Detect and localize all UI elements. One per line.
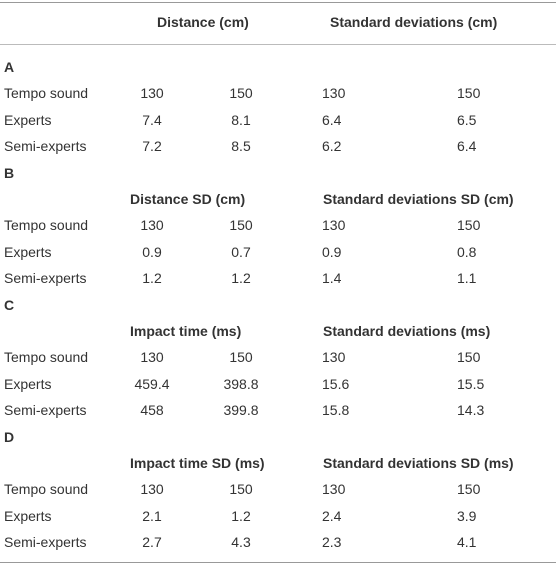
section-header: Standard deviations (ms) xyxy=(323,323,491,339)
section-header: Standard deviations SD (cm) xyxy=(323,191,514,207)
cell: 0.9 xyxy=(322,243,342,260)
cell: 130 xyxy=(140,349,164,366)
cell: 6.4 xyxy=(322,111,342,128)
cell: 8.5 xyxy=(231,138,251,155)
cell: 7.4 xyxy=(142,111,162,128)
cell: 0.9 xyxy=(142,243,162,260)
cell: 6.4 xyxy=(457,138,477,155)
cell: 150 xyxy=(457,481,481,498)
row-label: Tempo sound xyxy=(4,481,89,498)
cell: 130 xyxy=(140,481,164,498)
cell: 2.7 xyxy=(142,534,162,551)
bottom-rule xyxy=(0,562,556,563)
cell: 1.2 xyxy=(142,270,162,287)
section-label: D xyxy=(4,428,15,445)
cell: 150 xyxy=(229,217,253,234)
cell: 399.8 xyxy=(223,402,259,419)
section-label: B xyxy=(4,164,15,181)
section-header: Distance SD (cm) xyxy=(130,191,246,207)
cell: 15.6 xyxy=(322,375,350,392)
row-label: Experts xyxy=(4,111,52,128)
cell: 1.2 xyxy=(231,270,251,287)
cell: 2.4 xyxy=(322,507,342,524)
cell: 130 xyxy=(322,217,346,234)
cell: 4.3 xyxy=(231,534,251,551)
cell: 459.4 xyxy=(134,375,170,392)
row-label: Experts xyxy=(4,375,52,392)
cell: 6.2 xyxy=(322,138,342,155)
row-label: Semi-experts xyxy=(4,534,87,551)
section-label: A xyxy=(4,59,15,75)
cell: 15.5 xyxy=(457,375,485,392)
row-label: Tempo sound xyxy=(4,217,89,234)
cell: 150 xyxy=(229,349,253,366)
cell: 130 xyxy=(322,349,346,366)
cell: 1.2 xyxy=(231,507,251,524)
cell: 130 xyxy=(322,481,346,498)
section-header: Impact time SD (ms) xyxy=(130,455,265,471)
header-rule xyxy=(0,44,556,45)
section-label: C xyxy=(4,296,15,313)
cell: 8.1 xyxy=(231,111,251,128)
row-label: Experts xyxy=(4,243,52,260)
row-label: Semi-experts xyxy=(4,270,87,287)
cell: 130 xyxy=(140,217,164,234)
cell: 2.3 xyxy=(322,534,342,551)
cell: 130 xyxy=(322,85,346,102)
cell: 150 xyxy=(457,85,481,102)
cell: 1.1 xyxy=(457,270,477,287)
cell: 458 xyxy=(140,402,164,419)
row-label: Tempo sound xyxy=(4,349,89,366)
cell: 14.3 xyxy=(457,402,485,419)
top-rule xyxy=(0,2,556,3)
cell: 398.8 xyxy=(223,375,259,392)
row-label: Tempo sound xyxy=(4,85,89,102)
cell: 15.8 xyxy=(322,402,350,419)
cell: 6.5 xyxy=(457,111,477,128)
cell: 2.1 xyxy=(142,507,162,524)
section-header: Standard deviations SD (ms) xyxy=(323,455,514,471)
cell: 0.8 xyxy=(457,243,477,260)
row-label: Semi-experts xyxy=(4,138,87,155)
section-header: Impact time (ms) xyxy=(130,323,242,339)
cell: 4.1 xyxy=(457,534,477,551)
cell: 150 xyxy=(229,481,253,498)
column-header: Distance (cm) xyxy=(157,14,249,30)
cell: 150 xyxy=(457,349,481,366)
column-header: Standard deviations (cm) xyxy=(330,14,498,30)
row-label: Experts xyxy=(4,507,52,524)
row-label: Semi-experts xyxy=(4,402,87,419)
cell: 0.7 xyxy=(231,243,251,260)
cell: 150 xyxy=(457,217,481,234)
cell: 1.4 xyxy=(322,270,342,287)
cell: 130 xyxy=(140,85,164,102)
cell: 3.9 xyxy=(457,507,477,524)
cell: 150 xyxy=(229,85,253,102)
cell: 7.2 xyxy=(142,138,162,155)
